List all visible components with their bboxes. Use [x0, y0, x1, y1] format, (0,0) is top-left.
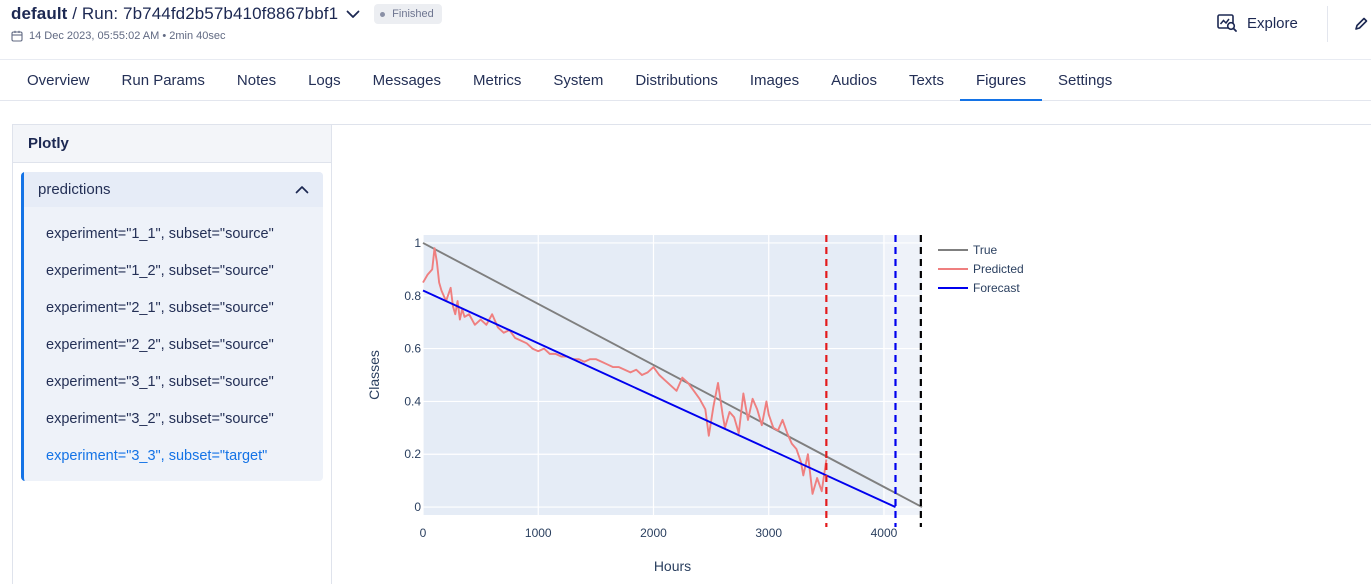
- calendar-icon: [11, 30, 23, 42]
- explore-icon: [1217, 14, 1237, 32]
- tab-metrics[interactable]: Metrics: [472, 72, 522, 89]
- y-tick-label: 0.8: [404, 289, 421, 303]
- group-header[interactable]: predictions: [24, 172, 323, 207]
- tab-audios[interactable]: Audios: [831, 72, 877, 89]
- tab-logs[interactable]: Logs: [308, 72, 341, 89]
- sidebar-body: predictions experiment="1_1", subset="so…: [13, 163, 331, 584]
- tab-settings[interactable]: Settings: [1058, 72, 1113, 89]
- y-axis-label: Classes: [366, 350, 382, 400]
- run-id: / Run: 7b744fd2b57b410f8867bbf1: [72, 4, 339, 23]
- workspace-name[interactable]: default: [11, 4, 68, 23]
- series-line-forecast: [422, 289, 896, 508]
- list-item[interactable]: experiment="1_2", subset="source": [46, 263, 274, 279]
- edit-icon[interactable]: [1354, 16, 1368, 37]
- list-item[interactable]: experiment="2_2", subset="source": [46, 337, 274, 353]
- group-title: predictions: [38, 181, 111, 198]
- legend-label: Predicted: [973, 262, 1024, 276]
- legend-label: Forecast: [973, 281, 1020, 295]
- tab-overview[interactable]: Overview: [27, 72, 90, 89]
- list-item-active[interactable]: experiment="3_3", subset="target": [46, 448, 268, 464]
- tab-messages[interactable]: Messages: [372, 72, 441, 89]
- series-line-predicted: [422, 247, 828, 495]
- status-badge: Finished: [374, 4, 442, 24]
- status-dot-icon: [380, 11, 386, 17]
- list-item[interactable]: experiment="3_1", subset="source": [46, 374, 274, 390]
- meta-bullet: •: [159, 30, 170, 42]
- x-tick-label: 3000: [755, 526, 782, 540]
- figures-content: Plotly predictions experiment="1_1", sub…: [0, 101, 1371, 584]
- x-tick-label: 2000: [640, 526, 667, 540]
- tab-system[interactable]: System: [553, 72, 604, 89]
- figure-panel: 0 1000 2000 3000 4000 0 0.2 0.4 0.6 0.8 1 Hours Clas…: [331, 124, 1371, 584]
- header-divider: [1327, 6, 1328, 42]
- y-tick-label: 0.6: [404, 342, 421, 356]
- list-item[interactable]: experiment="1_1", subset="source": [46, 226, 274, 242]
- y-tick-label: 0: [414, 500, 421, 514]
- legend-label: True: [973, 243, 998, 257]
- x-tick-label: 1000: [525, 526, 552, 540]
- x-axis-label: Hours: [654, 558, 691, 574]
- chevron-up-icon[interactable]: [295, 185, 309, 194]
- plotly-chart[interactable]: 0 1000 2000 3000 4000 0 0.2 0.4 0.6 0.8 1 Hours Clas…: [332, 125, 1371, 577]
- run-title-row: default / Run: 7b744fd2b57b410f8867bbf1 …: [11, 4, 442, 24]
- y-tick-label: 1: [414, 236, 421, 250]
- tab-distributions[interactable]: Distributions: [635, 72, 718, 89]
- run-title: default / Run: 7b744fd2b57b410f8867bbf1: [11, 4, 338, 24]
- figures-sidebar: Plotly predictions experiment="1_1", sub…: [12, 124, 332, 584]
- run-tabs: Overview Run Params Notes Logs Messages …: [0, 60, 1371, 102]
- x-tick-label: 0: [420, 526, 427, 540]
- status-label: Finished: [392, 8, 434, 20]
- y-tick-label: 0.4: [404, 394, 421, 408]
- series-line-true: [422, 242, 923, 508]
- tab-notes[interactable]: Notes: [236, 72, 277, 89]
- x-tick-label: 4000: [871, 526, 898, 540]
- run-date: 14 Dec 2023, 05:55:02 AM: [29, 30, 160, 42]
- list-item[interactable]: experiment="3_2", subset="source": [46, 411, 274, 427]
- sidebar-title: Plotly: [13, 125, 331, 163]
- y-tick-label: 0.2: [404, 447, 421, 461]
- explore-label: Explore: [1247, 14, 1298, 32]
- shaded-region: [882, 235, 922, 515]
- tab-images[interactable]: Images: [749, 72, 800, 89]
- run-duration: 2min 40sec: [169, 30, 226, 42]
- figure-group-predictions: predictions experiment="1_1", subset="so…: [21, 172, 323, 481]
- list-item[interactable]: experiment="2_1", subset="source": [46, 300, 274, 316]
- tab-figures[interactable]: Figures: [959, 60, 1043, 102]
- chevron-down-icon[interactable]: [346, 7, 360, 21]
- explore-button[interactable]: Explore: [1217, 14, 1298, 32]
- group-items: experiment="1_1", subset="source" experi…: [24, 207, 323, 475]
- run-meta: 14 Dec 2023, 05:55:02 AM • 2min 40sec: [11, 30, 226, 42]
- run-header: default / Run: 7b744fd2b57b410f8867bbf1 …: [0, 0, 1371, 60]
- tab-run-params[interactable]: Run Params: [121, 72, 205, 89]
- tab-texts[interactable]: Texts: [908, 72, 944, 89]
